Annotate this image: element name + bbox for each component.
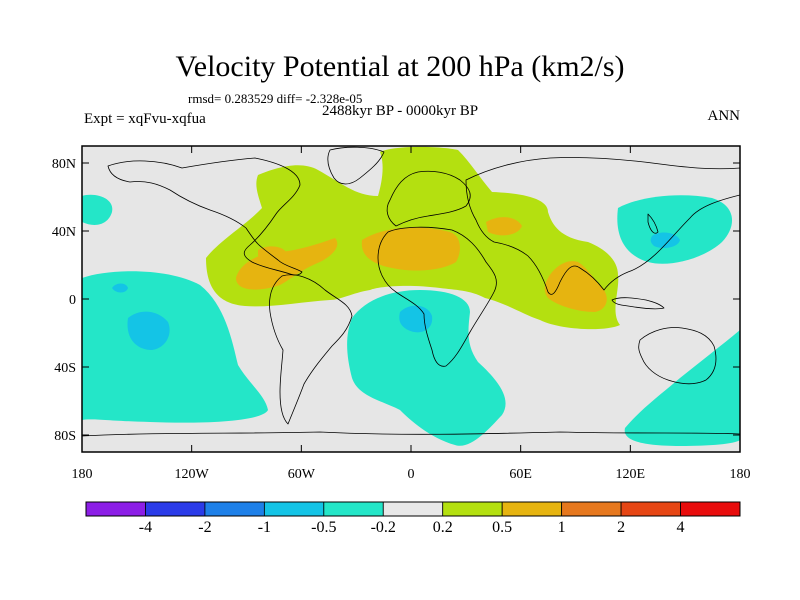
lon-tick-label: 60E [509,467,532,482]
contour-pos-africa-core [361,227,460,271]
rmsd-stats: rmsd= 0.283529 diff= -2.328e-05 [188,91,363,106]
contour-pos-americas-core [236,238,338,290]
lat-tick-label: 40N [52,225,76,240]
lon-tick-label: 120E [616,467,646,482]
coastline-greenland [327,146,385,185]
colorbar-frame [85,501,741,517]
contour-neg-southeast-pacific-core [127,311,170,350]
lon-tick-label: 60W [288,467,316,482]
lat-tick-label: 80S [54,429,76,444]
period-label: 2488kyr BP - 0000kyr BP [322,103,479,119]
contour-pos-indian-ocean-core [544,261,607,312]
coastline-antarctica [82,431,740,437]
colorbar-swatch [323,501,384,517]
lat-tick-label: 40S [54,361,76,376]
coastline-south-america [269,274,353,425]
colorbar-label: 4 [676,519,685,536]
colorbar-swatch [561,501,622,517]
lon-tick-label: 120W [175,467,210,482]
chart-title: Velocity Potential at 200 hPa (km2/s) [175,50,625,83]
colorbar-label: -0.5 [311,519,337,536]
contour-neg-north-pacific-west [82,194,113,225]
experiment-label: Expt = xqFvu-xqfua [84,111,206,127]
coastline-japan [647,213,659,234]
lon-tick-label: 180 [72,467,93,482]
lon-tick-label: 180 [730,467,751,482]
coastline-australia [638,327,717,385]
colorbar-swatch [85,501,146,517]
colorbar-swatch [263,501,325,517]
coastline-europe [386,170,471,227]
colorbar-label: 2 [617,519,626,536]
colorbar-swatch [620,501,681,517]
coastline-indonesia [611,297,665,310]
contour-neg-south-atlantic-core [399,305,433,333]
coastline-africa [377,226,497,367]
colorbar-swatch [145,501,206,517]
contour-neg-southwest-pacific [624,330,740,446]
colorbar-swatch [442,501,503,517]
colorbar-swatch [204,501,265,517]
colorbar-swatch [680,501,741,517]
colorbar-label: -4 [138,519,153,536]
lon-tick-label: 0 [408,467,415,482]
season-label: ANN [707,108,741,124]
colorbar-swatch [382,501,444,517]
coastline-asia [465,157,740,295]
contour-pos-arabia-core [486,217,522,236]
colorbar-label: -1 [257,519,272,536]
contour-neg-pacific-small [112,283,128,293]
colorbar-label: -0.2 [370,519,396,536]
colorbar-label: 1 [557,519,566,536]
lat-tick-label: 80N [52,157,76,172]
contour-neg-northwest-pacific [617,195,733,264]
colorbar-swatch [501,501,563,517]
contour-neg-southeast-pacific [82,271,268,423]
lat-tick-label: 0 [69,293,76,308]
colorbar-label: 0.5 [492,519,513,536]
axis-ticks: 180 120W 60W 0 60E 120E 180 80N 40N 0 40S 80S [52,146,751,482]
contour-neg-south-atlantic [347,290,506,446]
contour-pos-caribbean-core [258,246,286,259]
colorbar-label: 0.2 [432,519,453,536]
colorbar-label: -2 [198,519,212,536]
